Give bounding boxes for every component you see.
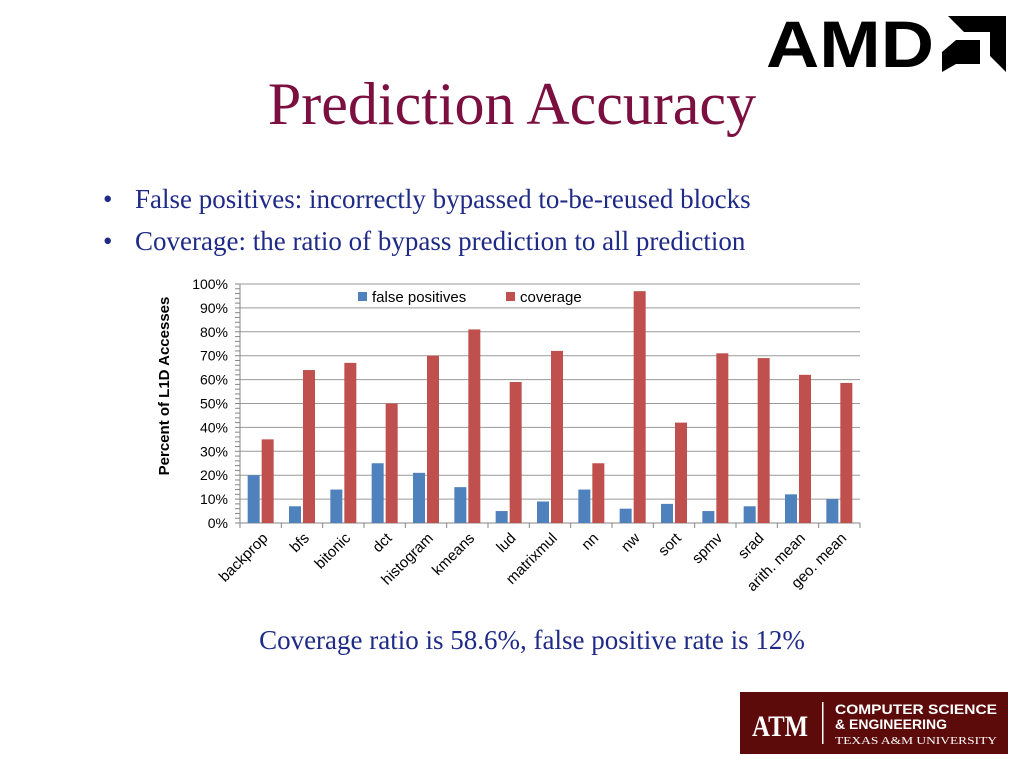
legend-label-coverage: coverage [520, 289, 582, 306]
y-tick-label: 80% [200, 324, 228, 340]
slide-title: Prediction Accuracy [267, 71, 757, 137]
bar-false-positives [537, 501, 549, 523]
bullet-dot: • [103, 226, 113, 256]
chart-legend: false positives coverage [358, 289, 582, 306]
x-tick-label: spmv [689, 529, 727, 567]
bullet-item: • Coverage: the ratio of bypass predictio… [103, 220, 751, 262]
tamu-line-1: COMPUTER SCIENCE [835, 701, 997, 717]
y-tick-label: 20% [200, 467, 228, 483]
x-tick-label: kmeans [429, 530, 478, 579]
x-tick-label: srad [735, 530, 768, 563]
bar-false-positives [785, 494, 797, 523]
y-tick-label: 70% [200, 348, 228, 364]
bar-false-positives [247, 475, 260, 523]
bar-chart: Percent of L1D Accesses 0% 10% 20% 30% 40% 50… [156, 276, 861, 595]
bar-false-positives [661, 503, 673, 523]
bar-coverage [592, 463, 605, 523]
bar-false-positives [578, 489, 591, 523]
bar-coverage [633, 291, 646, 523]
x-tick-label: nn [578, 530, 602, 554]
x-tick-label: nw [618, 530, 644, 556]
tamu-cse-logo: ATM COMPUTER SCIENCE & ENGINEERING TEXAS… [740, 692, 1008, 754]
x-tick-label: lud [493, 530, 519, 556]
bullet-item: • False positives: incorrectly bypassed t… [103, 178, 751, 220]
summary-text: Coverage ratio is 58.6%, false positive … [259, 625, 805, 655]
bar-false-positives [413, 472, 425, 523]
y-tick-label: 90% [200, 300, 228, 316]
legend-label-false-positives: false positives [372, 289, 466, 306]
bar-false-positives [289, 506, 301, 523]
tamu-line-3: TEXAS A&M UNIVERSITY [835, 736, 997, 747]
bar-coverage [385, 403, 398, 523]
y-tick-label: 50% [200, 396, 228, 412]
y-tick-label: 40% [200, 419, 228, 435]
bar-false-positives [330, 489, 343, 523]
bar-false-positives [371, 463, 384, 523]
bullet-text: Coverage: the ratio of bypass prediction… [135, 226, 746, 256]
bar-false-positives [743, 506, 756, 523]
bullet-dot: • [103, 184, 113, 214]
bar-false-positives [619, 508, 632, 523]
bar-coverage [427, 355, 439, 523]
legend-swatch-false-positives [358, 292, 367, 301]
bar-false-positives [495, 511, 508, 523]
amd-arrow-icon [942, 16, 1006, 72]
bar-coverage [840, 382, 853, 523]
bar-coverage [551, 350, 563, 523]
y-tick-label: 10% [200, 491, 228, 507]
x-tick-label: bfs [287, 530, 313, 556]
bar-false-positives [702, 511, 715, 523]
y-tick-label: 30% [200, 443, 228, 459]
bar-coverage [303, 370, 315, 523]
tamu-mark: ATM [752, 710, 808, 743]
bullet-text: False positives: incorrectly bypassed to… [135, 184, 751, 214]
y-axis-label: Percent of L1D Accesses [156, 297, 173, 476]
bar-false-positives [454, 487, 467, 523]
x-tick-label: bitonic [311, 529, 354, 572]
bar-coverage [261, 439, 274, 523]
amd-logo-text: AMD [766, 12, 934, 74]
legend-swatch-coverage [506, 292, 515, 301]
bar-coverage [509, 381, 522, 523]
y-tick-label: 0% [208, 515, 228, 531]
tamu-line-2: & ENGINEERING [835, 716, 947, 732]
bullet-list: • False positives: incorrectly bypassed t… [103, 178, 751, 262]
bar-coverage [344, 362, 357, 523]
bars [247, 291, 853, 523]
x-tick-label: dct [369, 529, 396, 556]
y-tick-label: 100% [192, 276, 228, 292]
amd-logo: AMD [766, 12, 1006, 74]
bar-false-positives [826, 499, 839, 523]
x-tick-label: sort [655, 529, 685, 559]
bar-coverage [468, 329, 481, 523]
bar-coverage [757, 358, 770, 523]
bar-coverage [799, 374, 811, 523]
bar-coverage [716, 353, 729, 523]
x-tick-label: backprop [216, 530, 272, 586]
y-tick-labels: 0% 10% 20% 30% 40% 50% 60% 70% 80% 90% 100% [192, 276, 228, 531]
bar-coverage [675, 422, 687, 523]
grid-lines [235, 283, 861, 528]
y-tick-label: 60% [200, 372, 228, 388]
